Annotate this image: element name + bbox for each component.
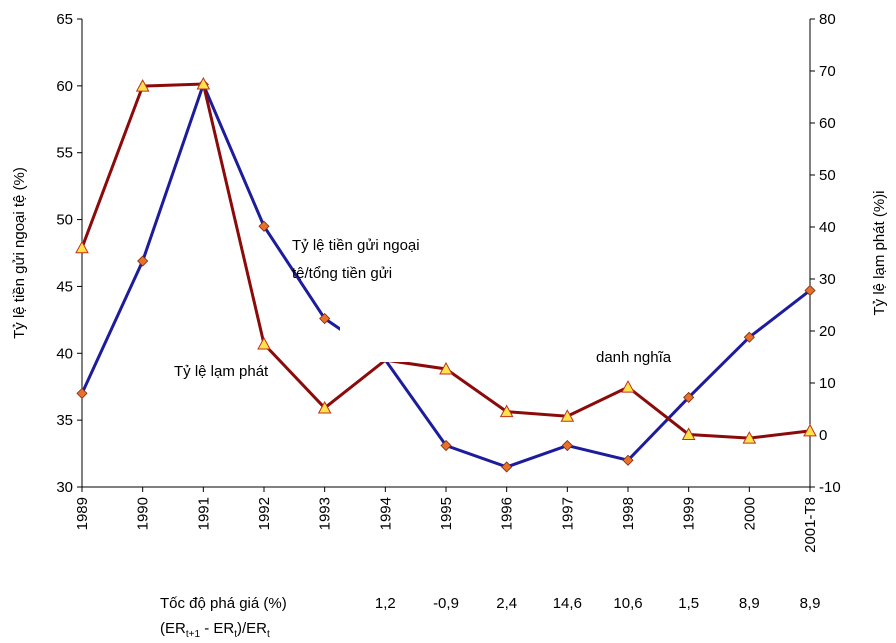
series-line: [80, 80, 811, 469]
marker: [743, 331, 755, 343]
formula-part: t: [267, 629, 270, 638]
marker: [501, 461, 513, 473]
y2-tick-label: 40: [819, 219, 836, 236]
marker: [75, 240, 89, 254]
formula-part: )/ER: [237, 620, 267, 637]
marker: [803, 423, 817, 437]
annotation: danh nghĩa: [596, 349, 672, 366]
y2-tick-label: -10: [819, 479, 841, 496]
marker: [76, 387, 88, 399]
label-box: [340, 300, 460, 362]
x-tick-label: 2001-T8: [802, 497, 819, 553]
x-tick-label: 1991: [195, 497, 212, 530]
marker: [257, 336, 271, 350]
x-tick-label: 1998: [620, 497, 637, 530]
marker: [440, 439, 452, 452]
devaluation-value: 1,5: [678, 595, 699, 612]
y-tick-label: 60: [56, 78, 73, 95]
marker: [319, 312, 331, 325]
x-tick-label: 1989: [74, 497, 91, 530]
y2-tick-label: 20: [819, 323, 836, 340]
marker: [258, 220, 270, 232]
devaluation-value: 8,9: [739, 595, 760, 612]
y-tick-label: 65: [56, 11, 73, 28]
annotation: Tỷ lệ lạm phát: [174, 363, 269, 380]
devaluation-value: 10,6: [613, 595, 642, 612]
marker: [622, 454, 634, 466]
x-tick-label: 1993: [317, 497, 334, 530]
devaluation-value: 1,2: [375, 595, 396, 612]
devaluation-value: 14,6: [553, 595, 582, 612]
y2-axis-label: Tỷ lệ lạm phát (%)i: [871, 190, 888, 315]
devaluation-value: 2,4: [496, 595, 517, 612]
annotation: tệ/tổng tiền gửi: [292, 265, 392, 282]
marker: [196, 76, 211, 90]
y2-tick-label: 10: [819, 375, 836, 392]
marker: [137, 255, 149, 267]
marker: [499, 404, 514, 418]
y2-tick-label: 30: [819, 271, 836, 288]
y-tick-label: 35: [56, 412, 73, 429]
marker: [135, 79, 150, 92]
y-tick-label: 40: [56, 345, 73, 362]
marker: [439, 361, 453, 375]
y2-tick-label: 60: [819, 115, 836, 132]
x-tick-label: 1995: [438, 497, 455, 530]
y-tick-label: 50: [56, 212, 73, 229]
y-tick-label: 30: [56, 479, 73, 496]
formula-part: - ER: [200, 620, 234, 637]
y2-tick-label: 50: [819, 167, 836, 184]
marker: [742, 431, 757, 444]
x-tick-label: 1999: [681, 497, 698, 530]
x-tick-label: 1992: [256, 497, 273, 530]
marker: [804, 284, 816, 297]
marker: [681, 427, 696, 440]
y2-tick-label: 0: [819, 427, 827, 444]
x-tick-label: 1997: [559, 497, 576, 530]
devaluation-value: 8,9: [800, 595, 821, 612]
annotation: Tỷ lệ tiền gửi ngoại: [292, 237, 420, 254]
x-tick-label: 1990: [135, 497, 152, 530]
formula-part: (ER: [160, 620, 186, 637]
formula-part: t+1: [186, 629, 201, 638]
y-tick-label: 55: [56, 145, 73, 162]
x-tick-label: 1996: [499, 497, 516, 530]
marker: [317, 400, 332, 414]
marker: [561, 439, 573, 452]
marker: [621, 380, 635, 393]
marker: [683, 391, 695, 403]
x-tick-label: 2000: [741, 497, 758, 530]
formula: (ERt+1 - ERt)/ERt: [160, 620, 270, 638]
y-axis-label: Tỷ lệ tiền gửi ngoại tệ (%): [11, 167, 28, 339]
devaluation-label: Tốc độ phá giá (%): [160, 595, 287, 612]
devaluation-value: -0,9: [433, 595, 459, 612]
marker: [560, 409, 575, 422]
x-tick-label: 1994: [377, 497, 394, 530]
formula-part: t: [234, 629, 237, 638]
y2-tick-label: 70: [819, 63, 836, 80]
y-tick-label: 45: [56, 278, 73, 295]
y2-tick-label: 80: [819, 11, 836, 28]
